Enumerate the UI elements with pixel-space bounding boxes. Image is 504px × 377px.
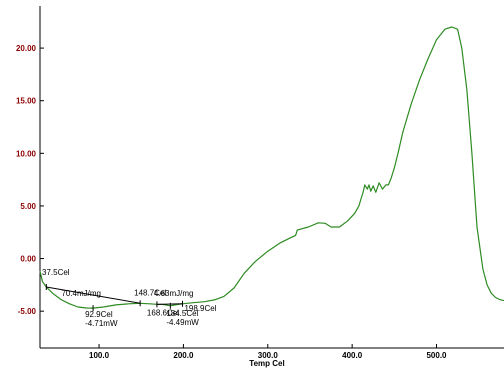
x-tick-label: 100.0: [89, 351, 110, 360]
annotation-label: 168.6Cel: [147, 308, 179, 317]
y-tick-label: 5.00: [20, 202, 36, 211]
annotation-label: -4.71mW: [85, 319, 118, 328]
annotation-label: 184.5Cel: [166, 309, 198, 318]
annotation-label: 37.5Cel: [42, 268, 70, 277]
y-tick-label: 0.00: [20, 255, 36, 264]
y-tick-label: 20.00: [16, 44, 37, 53]
x-tick-label: 400.0: [342, 351, 363, 360]
x-ticks: 100.0 200.0 300.0 400.0 500.0: [89, 344, 447, 360]
enthalpy-label: 70.4mJ/mg: [61, 289, 101, 298]
annotations: 37.5Cel 92.9Cel-4.71mW 148.7Cel 168.6Cel184…: [42, 268, 217, 328]
annotation-label: 148.7Cel: [134, 288, 166, 297]
integration-baseline: [156, 303, 183, 305]
annotation-label: 198.9Cel: [184, 304, 216, 313]
annotation-label: 92.9Cel: [85, 310, 113, 319]
y-tick-label: 10.00: [16, 149, 37, 158]
x-tick-label: 500.0: [426, 351, 447, 360]
annotation-label: -4.49mW: [166, 318, 199, 327]
plot-frame: [39, 6, 504, 349]
x-tick-label: 300.0: [258, 351, 279, 360]
enthalpy-label: 4.63mJ/mg: [154, 289, 194, 298]
x-tick-label: 200.0: [173, 351, 194, 360]
y-tick-label: -5.00: [18, 307, 37, 316]
y-ticks: 20.00 15.00 10.00 5.00 0.00 -5.00: [16, 44, 44, 316]
integration-baseline: [46, 286, 141, 304]
series-group: [39, 26, 504, 309]
y-tick-label: 15.00: [16, 97, 37, 106]
x-axis-label: Temp Cel: [249, 359, 284, 368]
dsc-curve: [39, 26, 504, 309]
